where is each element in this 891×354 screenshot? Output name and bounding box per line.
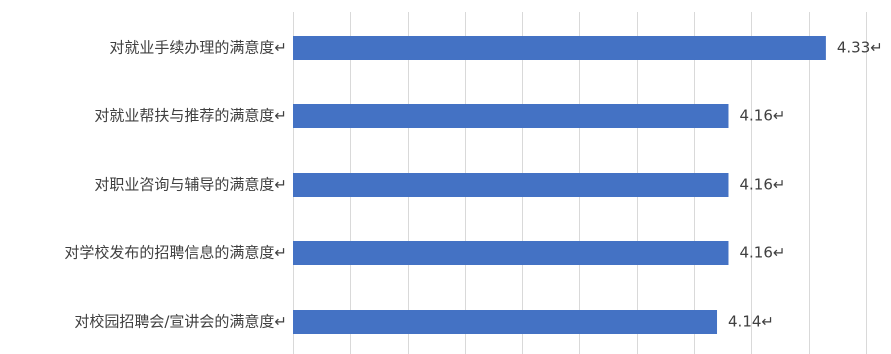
value-label-1: 4.16↵ [739,107,785,125]
category-labels: 对就业手续办理的满意度↵ 对就业帮扶与推荐的满意度↵ 对职业咨询与辅导的满意度↵ 对学… [64,39,287,331]
value-labels: 4.33↵ 4.16↵ 4.16↵ 4.16↵ 4.14↵ [728,39,883,331]
category-label-3: 对学校发布的招聘信息的满意度↵ [64,244,287,262]
bar-4 [293,310,718,334]
category-label-1: 对就业帮扶与推荐的满意度↵ [94,107,287,125]
bar-1 [293,104,729,128]
bar-3 [293,241,729,265]
value-label-3: 4.16↵ [739,244,785,262]
category-label-2: 对职业咨询与辅导的满意度↵ [94,176,287,194]
value-label-0: 4.33↵ [837,39,883,57]
category-label-4: 对校园招聘会/宣讲会的满意度↵ [74,313,287,331]
value-label-2: 4.16↵ [739,176,785,194]
value-label-4: 4.14↵ [728,313,774,331]
bar-2 [293,173,729,197]
bars [293,36,826,334]
bar-0 [293,36,826,60]
category-label-0: 对就业手续办理的满意度↵ [109,39,287,57]
